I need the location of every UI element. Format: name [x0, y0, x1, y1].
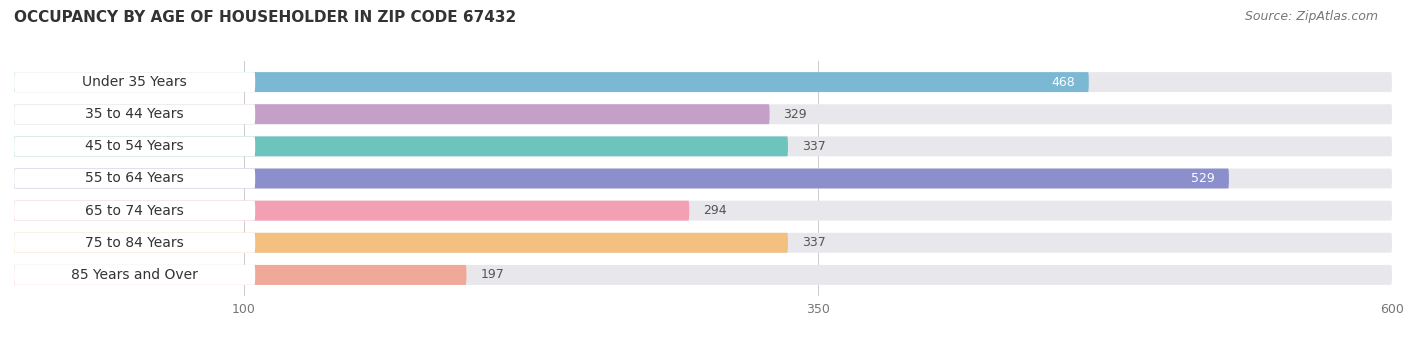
FancyBboxPatch shape	[14, 72, 1088, 92]
FancyBboxPatch shape	[14, 169, 1229, 188]
FancyBboxPatch shape	[14, 136, 1392, 156]
Text: 529: 529	[1191, 172, 1215, 185]
Text: OCCUPANCY BY AGE OF HOUSEHOLDER IN ZIP CODE 67432: OCCUPANCY BY AGE OF HOUSEHOLDER IN ZIP C…	[14, 10, 516, 25]
FancyBboxPatch shape	[14, 265, 256, 285]
FancyBboxPatch shape	[14, 201, 256, 221]
Text: 337: 337	[801, 140, 825, 153]
FancyBboxPatch shape	[14, 72, 256, 92]
Text: 468: 468	[1052, 75, 1076, 89]
Text: 45 to 54 Years: 45 to 54 Years	[86, 139, 184, 153]
Text: 35 to 44 Years: 35 to 44 Years	[86, 107, 184, 121]
FancyBboxPatch shape	[14, 233, 1392, 253]
FancyBboxPatch shape	[14, 233, 787, 253]
FancyBboxPatch shape	[14, 136, 787, 156]
Text: 294: 294	[703, 204, 727, 217]
FancyBboxPatch shape	[14, 72, 1392, 92]
FancyBboxPatch shape	[14, 201, 1392, 221]
FancyBboxPatch shape	[14, 201, 689, 221]
FancyBboxPatch shape	[14, 169, 256, 188]
FancyBboxPatch shape	[14, 136, 256, 156]
FancyBboxPatch shape	[14, 104, 769, 124]
FancyBboxPatch shape	[14, 265, 1392, 285]
FancyBboxPatch shape	[14, 233, 256, 253]
Text: Source: ZipAtlas.com: Source: ZipAtlas.com	[1244, 10, 1378, 23]
FancyBboxPatch shape	[14, 104, 256, 124]
Text: 197: 197	[481, 268, 503, 282]
Text: 329: 329	[783, 108, 807, 121]
Text: 55 to 64 Years: 55 to 64 Years	[86, 171, 184, 186]
FancyBboxPatch shape	[14, 265, 467, 285]
FancyBboxPatch shape	[14, 169, 1392, 188]
Text: 65 to 74 Years: 65 to 74 Years	[86, 204, 184, 218]
Text: 85 Years and Over: 85 Years and Over	[72, 268, 198, 282]
FancyBboxPatch shape	[14, 104, 1392, 124]
Text: Under 35 Years: Under 35 Years	[82, 75, 187, 89]
Text: 337: 337	[801, 236, 825, 249]
Text: 75 to 84 Years: 75 to 84 Years	[86, 236, 184, 250]
